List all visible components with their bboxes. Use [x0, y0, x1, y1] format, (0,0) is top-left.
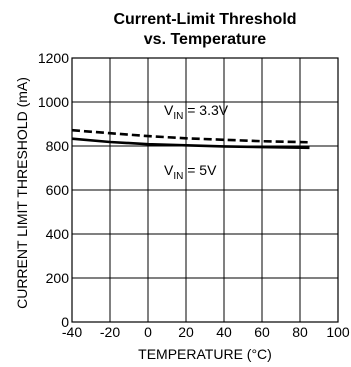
x-tick-label: 40 [216, 324, 232, 340]
annotation-vin-5v: VIN = 5V [164, 162, 217, 182]
y-tick-label: 1000 [38, 94, 69, 110]
series-line-vin-3v3 [71, 128, 310, 144]
x-tick-label: -20 [100, 324, 120, 340]
x-tick-label: -40 [62, 324, 82, 340]
chart-title: Current-Limit Threshold [113, 11, 296, 28]
y-tick-label: 1200 [38, 50, 69, 66]
x-tick-label: 60 [254, 324, 270, 340]
y-tick-label: 600 [46, 182, 70, 198]
chart-subtitle: vs. Temperature [144, 31, 267, 48]
y-tick-label: 400 [46, 226, 70, 242]
x-tick-label: 0 [144, 324, 152, 340]
y-tick-label: 200 [46, 270, 70, 286]
plot-frame [71, 57, 339, 323]
x-tick-label: 80 [292, 324, 308, 340]
x-tick-label: 100 [326, 324, 350, 340]
y-tick-label: 800 [46, 138, 70, 154]
x-axis-label: TEMPERATURE (°C) [138, 346, 272, 362]
grid [72, 58, 338, 322]
annotation-vin-3v3: VIN = 3.3V [164, 102, 229, 122]
y-axis-label: CURRENT LIMIT THRESHOLD (mA) [14, 77, 30, 309]
x-tick-label: 20 [178, 324, 194, 340]
y-tick-label: 0 [61, 314, 69, 330]
series-layer [71, 128, 310, 150]
series-line-vin-5v [71, 137, 310, 150]
